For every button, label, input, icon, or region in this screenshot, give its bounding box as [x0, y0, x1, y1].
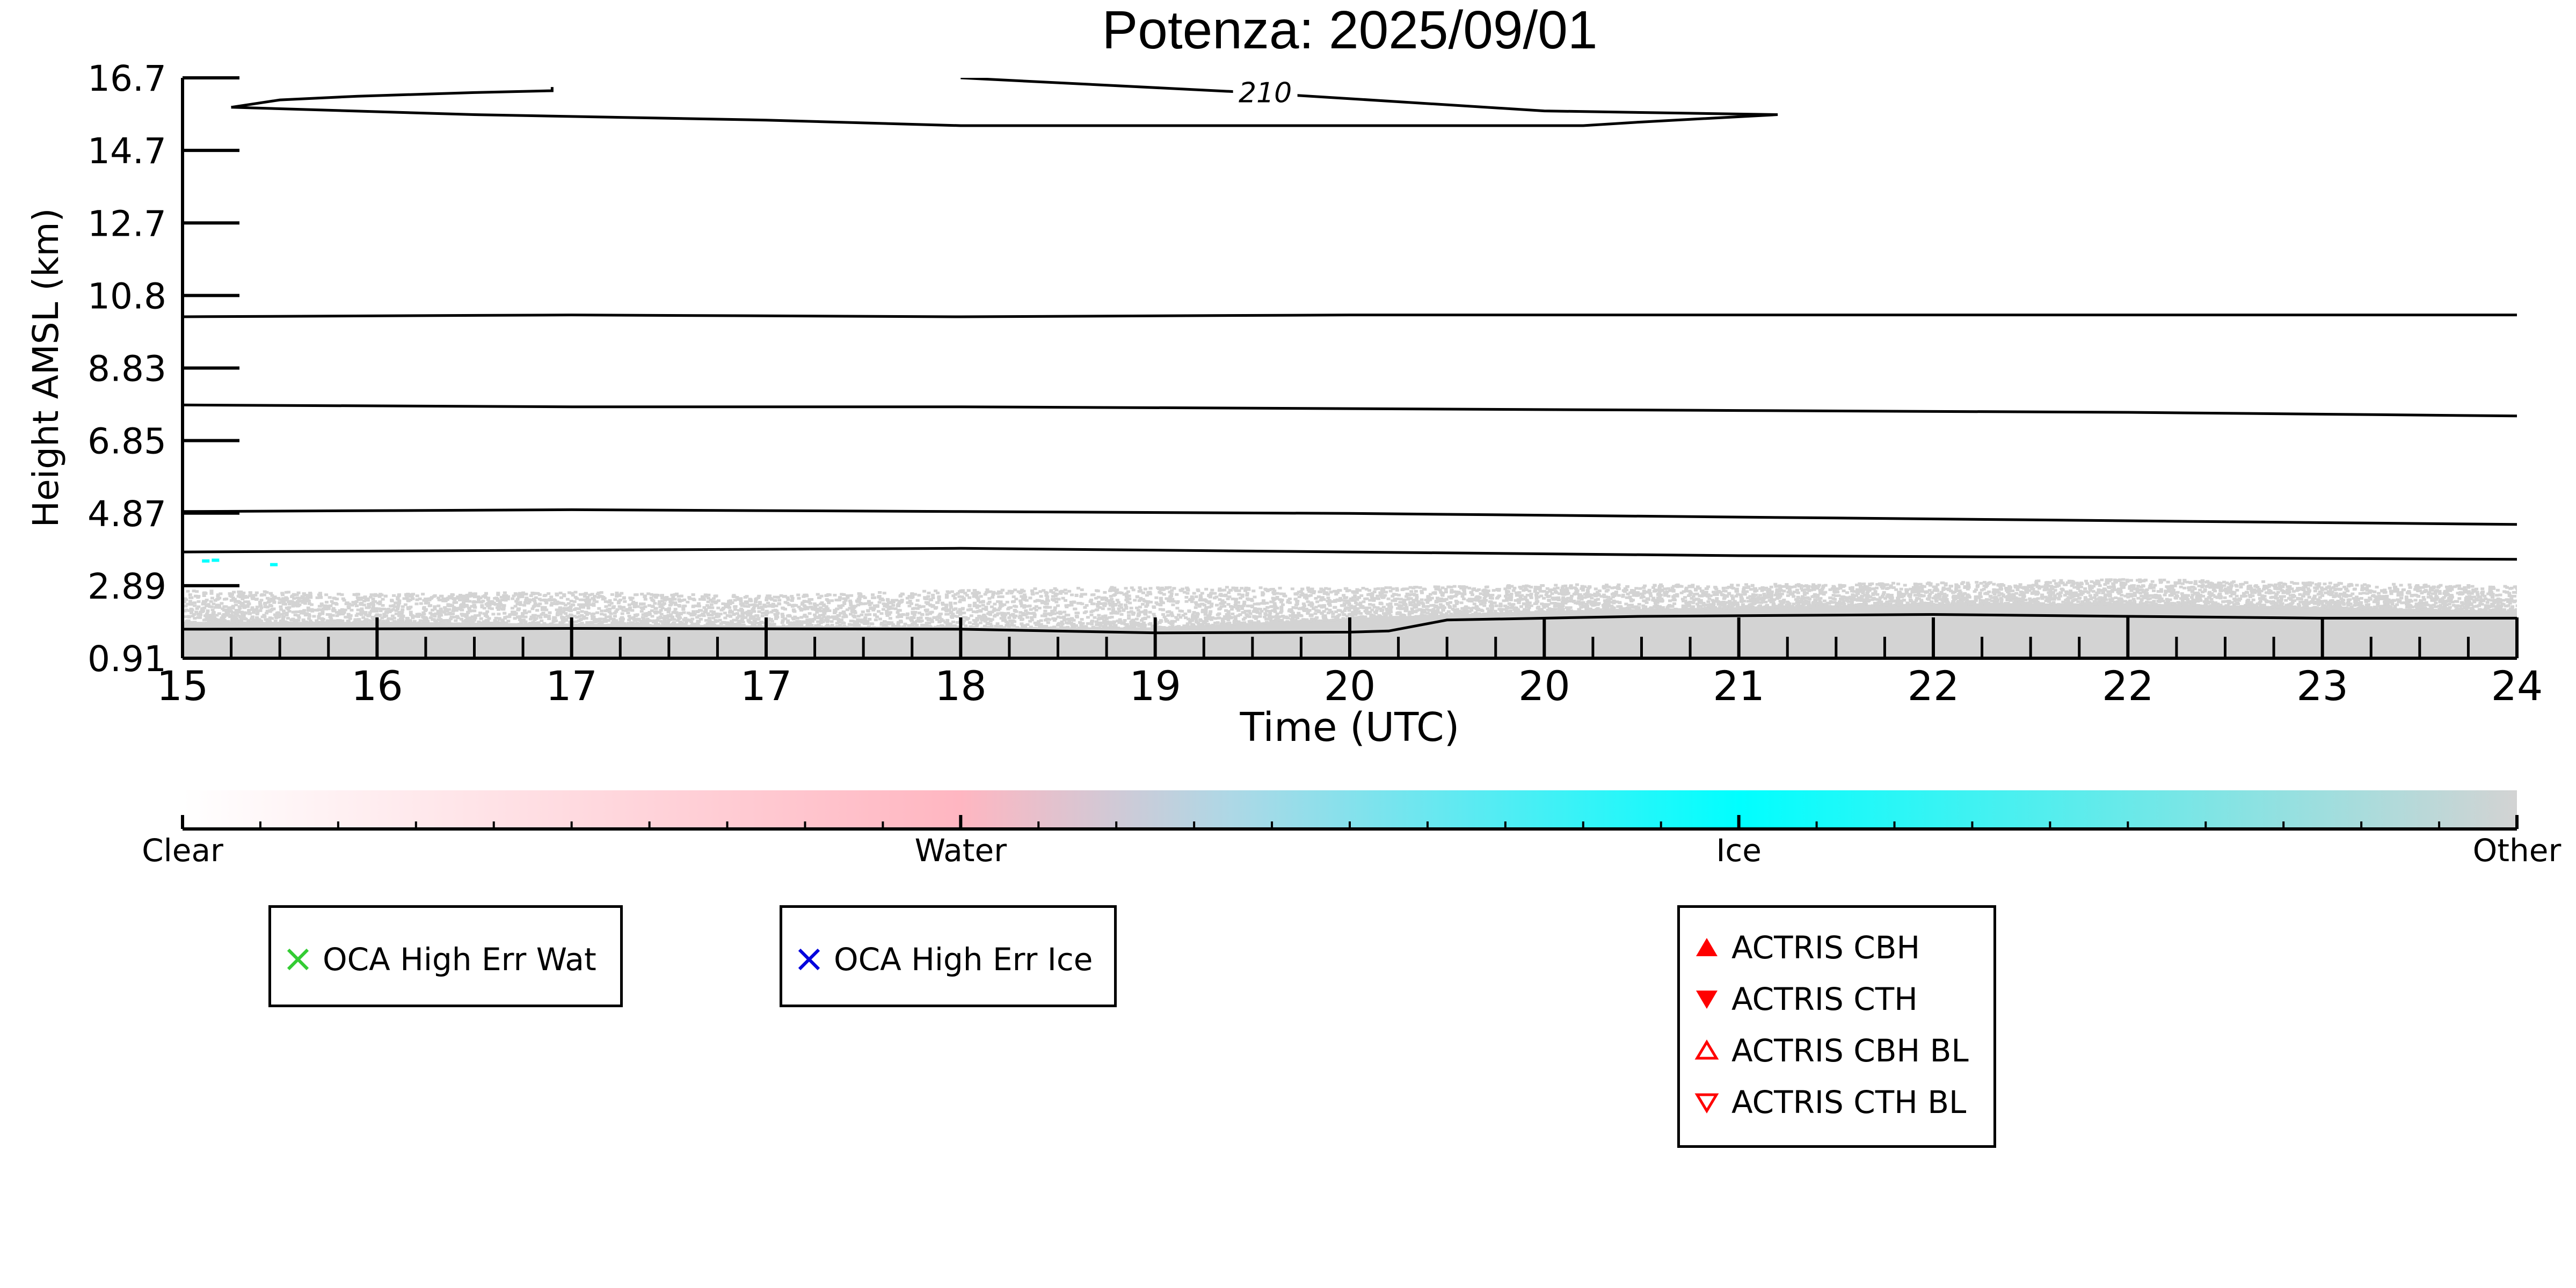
- x-tick-label: 20: [1518, 662, 1570, 710]
- triangle-up-open-icon: [1694, 1039, 1719, 1060]
- legend-water: OCA High Err Wat: [268, 905, 623, 1007]
- x-tick-label: 24: [2491, 662, 2543, 710]
- legend-label-actris-cbh-bl: ACTRIS CBH BL: [1731, 1032, 1969, 1069]
- x-tick-label: 16: [351, 662, 403, 710]
- colorbar-tick-label: Clear: [142, 832, 223, 869]
- colorbar-tick-label: Other: [2473, 832, 2562, 869]
- chart-title: Potenza: 2025/09/01: [1102, 0, 1598, 60]
- legend-ice: OCA High Err Ice: [780, 905, 1117, 1007]
- x-axis-label: Time (UTC): [1239, 704, 1459, 751]
- colorbar-tick-label: Ice: [1716, 832, 1762, 869]
- y-tick-label: 10.8: [88, 275, 166, 317]
- y-axis-label: Height AMSL (km): [25, 208, 67, 528]
- x-tick-label: 19: [1129, 662, 1181, 710]
- x-tick-label: 17: [545, 662, 598, 710]
- legend-label-actris-cth-bl: ACTRIS CTH BL: [1731, 1084, 1967, 1120]
- ice-class-speck: [270, 563, 278, 566]
- x-tick-label: 21: [1713, 662, 1765, 710]
- y-tick-label: 8.83: [88, 348, 166, 390]
- y-tick-label: 2.89: [88, 566, 166, 607]
- y-tick-label: 14.7: [88, 130, 166, 172]
- x-tick-label: 15: [157, 662, 209, 710]
- legend-label-actris-cbh: ACTRIS CBH: [1731, 929, 1920, 966]
- contour-line: [231, 78, 1778, 127]
- ice-class-speck: [212, 558, 220, 562]
- colorbar-tick-label: Water: [915, 832, 1007, 869]
- contour-line: [183, 547, 2517, 561]
- contour-label: 210: [1239, 77, 1292, 109]
- y-tick-label: 16.7: [88, 58, 166, 99]
- x-mark-icon: [287, 948, 309, 971]
- contour-line: [231, 87, 554, 109]
- legend-actris: ACTRIS CBH ACTRIS CTH ACTRIS CBH BL ACTR…: [1677, 905, 1996, 1148]
- plot-axes: [181, 78, 2519, 660]
- x-tick-label: 23: [2296, 662, 2348, 710]
- y-tick-label: 0.91: [88, 638, 166, 680]
- contour-line: [183, 508, 2517, 526]
- x-tick-label: 22: [1908, 662, 1960, 710]
- legend-label-water: OCA High Err Wat: [323, 941, 596, 978]
- other-class-speckle: [183, 578, 2517, 630]
- x-mark-icon: [798, 948, 820, 971]
- legend-label-actris-cth: ACTRIS CTH: [1731, 981, 1918, 1017]
- triangle-down-filled-icon: [1696, 991, 1718, 1009]
- y-tick-label: 4.87: [88, 493, 166, 535]
- colorbar: Clear Water Ice Other: [142, 790, 2561, 869]
- contour-line: [183, 314, 2517, 318]
- x-tick-label: 17: [740, 662, 792, 710]
- ice-class-speck: [202, 559, 210, 563]
- y-tick-label: 6.85: [88, 421, 166, 462]
- x-tick-label: 22: [2102, 662, 2154, 710]
- legend-label-ice: OCA High Err Ice: [834, 941, 1093, 978]
- contour-line: [183, 613, 2517, 635]
- triangle-up-filled-icon: [1696, 938, 1718, 956]
- triangle-down-open-icon: [1694, 1093, 1719, 1114]
- contour-line: [183, 403, 2517, 418]
- x-tick-label: 18: [935, 662, 987, 710]
- x-tick-label: 20: [1324, 662, 1376, 710]
- y-tick-label: 12.7: [88, 203, 166, 244]
